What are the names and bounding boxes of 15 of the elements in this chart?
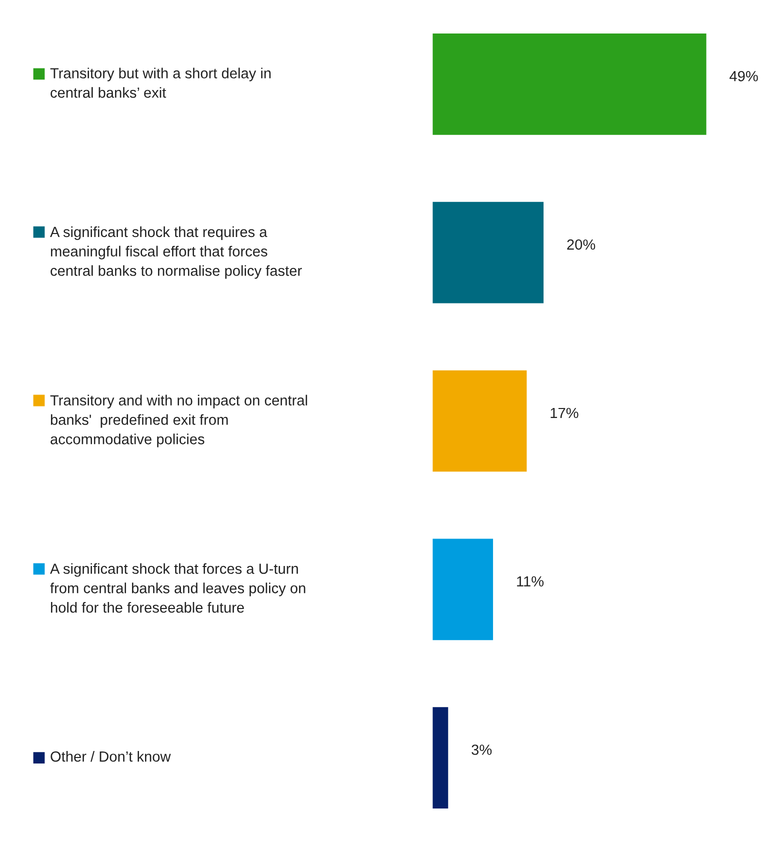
bar — [432, 706, 450, 810]
y-tick-label: A significant shock that forces a U-turn from central banks and leaves policy on hold for the foreseeable future — [50, 563, 306, 613]
bar — [432, 200, 545, 305]
y-tick-label: Other / Don’t know — [50, 751, 171, 762]
y-tick-label: Transitory and with no impact on central banks' predefined exit from accommodative policies — [50, 394, 308, 448]
bar — [432, 537, 494, 642]
data-label: 17% — [550, 408, 578, 418]
data-label: 20% — [567, 239, 596, 250]
data-label: 3% — [472, 744, 492, 755]
bar — [432, 368, 528, 474]
data-label: 11% — [517, 576, 544, 586]
y-tick-label: A significant shock that requires a meaningful fiscal effort that forces central banks to normalise policy faster — [50, 226, 302, 279]
y-tick-label: Transitory but with a short delay in central banks’ exit — [50, 68, 271, 98]
data-label: 49% — [730, 70, 758, 82]
bar — [432, 32, 708, 136]
